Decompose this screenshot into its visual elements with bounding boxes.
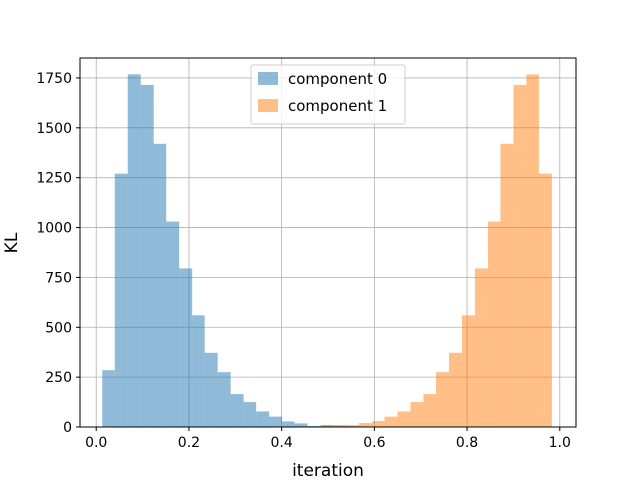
histogram-bar-component-0 [282, 421, 295, 427]
histogram-bar-component-1 [474, 268, 488, 427]
y-tick-label: 1500 [36, 121, 72, 137]
histogram-bar-component-0 [114, 173, 128, 427]
histogram-bar-component-0 [140, 84, 154, 427]
histogram-bar-component-1 [526, 74, 539, 427]
histogram-bar-component-0 [127, 74, 141, 427]
y-axis-label: KL [2, 232, 22, 253]
histogram-bar-component-0 [243, 402, 257, 427]
y-tick-label: 0 [63, 420, 72, 436]
histogram-bar-component-1 [384, 416, 398, 427]
x-tick-label: 0.2 [178, 435, 200, 451]
histogram-bar-component-0 [217, 372, 231, 427]
histogram-bar-component-0 [192, 315, 205, 427]
histogram-bar-component-1 [423, 394, 437, 427]
histogram-bar-component-0 [179, 268, 193, 427]
histogram-bar-component-1 [461, 315, 475, 427]
histogram-bar-component-1 [333, 425, 347, 427]
histogram-bar-component-0 [320, 425, 334, 427]
histogram-bar-component-0 [294, 423, 308, 427]
y-tick-label: 500 [45, 320, 72, 336]
x-tick-label: 0.6 [363, 435, 385, 451]
x-tick-label: 1.0 [549, 435, 571, 451]
y-tick-label: 1000 [36, 221, 72, 237]
histogram-bar-component-1 [359, 423, 373, 427]
histogram-bar-component-1 [410, 402, 424, 427]
y-tick-label: 750 [45, 270, 72, 286]
histogram-bar-component-1 [513, 84, 527, 427]
histogram-bar-component-1 [538, 173, 552, 427]
x-tick-label: 0.0 [85, 435, 107, 451]
histogram-bar-component-1 [487, 221, 501, 427]
y-tick-label: 1750 [36, 71, 72, 87]
legend-swatch-component-1 [258, 99, 278, 112]
histogram-bar-component-1 [372, 421, 385, 427]
histogram-bar-component-0 [256, 411, 270, 427]
histogram-bar-component-1 [346, 425, 360, 427]
legend-label-component-1: component 1 [288, 97, 387, 115]
x-axis-label: iteration [292, 461, 364, 480]
x-tick-label: 0.8 [456, 435, 478, 451]
y-tick-label: 250 [45, 370, 72, 386]
legend-box [250, 64, 406, 125]
bars [102, 74, 552, 427]
histogram-bar-component-0 [204, 352, 218, 427]
histogram-bar-component-0 [166, 221, 180, 427]
histogram-bar-component-1 [397, 411, 411, 427]
histogram-bar-component-0 [153, 143, 167, 427]
ticks: 0.0 0.2 0.4 0.6 0.8 1.0 0 250 500 750 1000 1250 1500… [36, 71, 571, 451]
histogram-bar-component-1 [500, 143, 514, 427]
histogram-bar-component-0 [269, 416, 283, 427]
x-tick-label: 0.4 [271, 435, 293, 451]
legend: component 0 component 1 [250, 64, 406, 125]
legend-swatch-component-0 [258, 72, 278, 85]
histogram-bar-component-1 [448, 352, 462, 427]
legend-label-component-0: component 0 [288, 70, 387, 88]
y-tick-label: 1250 [36, 171, 72, 187]
histogram-bar-component-0 [102, 370, 115, 427]
plot-frame [79, 57, 577, 428]
axes [79, 57, 577, 428]
histogram-bar-component-0 [230, 394, 244, 427]
histogram-bar-component-1 [436, 372, 449, 427]
